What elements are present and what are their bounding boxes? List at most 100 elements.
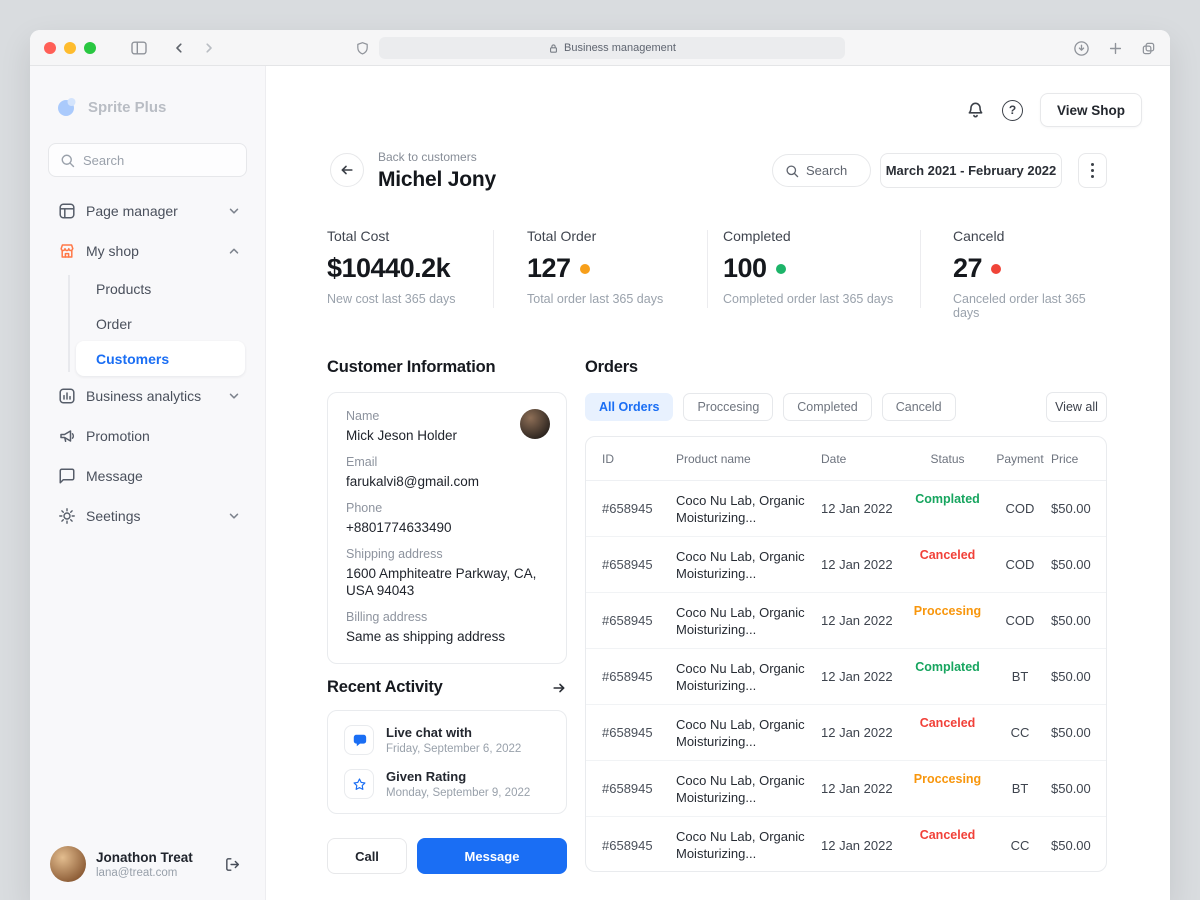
tab-canceled[interactable]: Canceld — [882, 393, 956, 421]
help-icon[interactable]: ? — [1002, 100, 1023, 121]
field-label: Email — [346, 455, 548, 469]
sidebar-item-message[interactable]: Message — [30, 456, 265, 496]
page-header: Back to customers Michel Jony — [378, 150, 496, 192]
orders-table: ID Product name Date Status Payment Pric… — [585, 436, 1107, 872]
col-date: Date — [821, 452, 906, 466]
order-status: Canceled — [906, 716, 989, 730]
sidebar-item-label: Promotion — [86, 428, 150, 444]
order-payment: BT — [989, 669, 1051, 684]
stat-total-order: Total Order 127 Total order last 365 day… — [527, 228, 663, 306]
traffic-lights — [44, 42, 96, 54]
avatar — [50, 846, 86, 882]
chevron-down-icon — [227, 389, 241, 403]
user-profile[interactable]: Jonathon Treat lana@treat.com — [30, 830, 265, 900]
back-button[interactable] — [330, 153, 364, 187]
downloads-icon[interactable] — [1073, 40, 1090, 57]
close-window-button[interactable] — [44, 42, 56, 54]
sidebar-search-input[interactable] — [83, 153, 235, 168]
new-tab-icon[interactable] — [1108, 41, 1123, 56]
breadcrumb: Back to customers — [378, 150, 496, 164]
sidebar-search[interactable] — [48, 143, 247, 177]
col-id: ID — [602, 452, 676, 466]
table-row: #658945 Coco Nu Lab, Organic Moisturizin… — [586, 705, 1106, 761]
sidebar-item-business-analytics[interactable]: Business analytics — [30, 376, 265, 416]
orders-filter-tabs: All Orders Proccesing Completed Canceld — [585, 393, 956, 421]
order-payment: BT — [989, 781, 1051, 796]
tab-overview-icon[interactable] — [1141, 41, 1156, 56]
chat-icon — [344, 725, 374, 755]
logo-icon — [56, 96, 78, 118]
order-status: Complated — [906, 492, 989, 506]
stat-label: Total Order — [527, 228, 663, 244]
shield-icon[interactable] — [355, 41, 370, 56]
stat-total-cost: Total Cost $10440.2k New cost last 365 d… — [327, 228, 456, 306]
message-button[interactable]: Message — [417, 838, 567, 874]
order-price: $50.00 — [1051, 557, 1091, 572]
table-row: #658945 Coco Nu Lab, Organic Moisturizin… — [586, 761, 1106, 817]
top-actions: ? View Shop — [966, 93, 1142, 127]
col-status: Status — [906, 452, 989, 466]
sidebar-toggle-icon[interactable] — [130, 39, 148, 57]
table-header: ID Product name Date Status Payment Pric… — [586, 437, 1106, 481]
chevron-down-icon — [227, 509, 241, 523]
sidebar-item-settings[interactable]: Seetings — [30, 496, 265, 536]
sidebar-item-my-shop[interactable]: My shop — [30, 231, 265, 271]
call-button[interactable]: Call — [327, 838, 407, 874]
field-value: Mick Jeson Holder — [346, 427, 548, 444]
page-title: Michel Jony — [378, 168, 496, 192]
divider — [493, 230, 494, 308]
browser-back-icon[interactable] — [172, 41, 186, 55]
sidebar-nav: Page manager My shop Pro — [30, 191, 265, 536]
sidebar-item-page-manager[interactable]: Page manager — [30, 191, 265, 231]
view-all-button[interactable]: View all — [1046, 392, 1107, 422]
activity-item[interactable]: Given Rating Monday, September 9, 2022 — [344, 769, 550, 799]
order-product: Coco Nu Lab, Organic Moisturizing... — [676, 660, 821, 694]
order-id: #658945 — [602, 669, 676, 684]
gear-icon — [58, 507, 76, 525]
zoom-window-button[interactable] — [84, 42, 96, 54]
activity-text: Given Rating Monday, September 9, 2022 — [386, 769, 530, 799]
tab-processing[interactable]: Proccesing — [683, 393, 773, 421]
address-bar[interactable]: Business management — [379, 37, 845, 59]
sidebar-item-promotion[interactable]: Promotion — [30, 416, 265, 456]
field-label: Name — [346, 409, 548, 423]
activity-item[interactable]: Live chat with Friday, September 6, 2022 — [344, 725, 550, 755]
field-email: Email farukalvi8@gmail.com — [346, 455, 548, 490]
tab-completed[interactable]: Completed — [783, 393, 871, 421]
customer-info-heading: Customer Information — [327, 358, 495, 377]
minimize-window-button[interactable] — [64, 42, 76, 54]
header-search-input[interactable] — [806, 163, 858, 178]
url-text: Business management — [564, 42, 676, 54]
table-row: #658945 Coco Nu Lab, Organic Moisturizin… — [586, 537, 1106, 593]
order-price: $50.00 — [1051, 613, 1091, 628]
sidebar-item-products[interactable]: Products — [30, 271, 265, 306]
more-options-button[interactable] — [1078, 153, 1107, 188]
sidebar-item-customers[interactable]: Customers — [76, 341, 245, 376]
user-name: Jonathon Treat — [96, 850, 193, 865]
stat-label: Canceld — [953, 228, 1107, 244]
activity-date: Friday, September 6, 2022 — [386, 743, 521, 755]
order-id: #658945 — [602, 838, 676, 853]
logo-text: Sprite Plus — [88, 99, 166, 116]
view-shop-button[interactable]: View Shop — [1040, 93, 1142, 127]
sidebar-item-order[interactable]: Order — [30, 306, 265, 341]
order-status: Canceled — [906, 828, 989, 842]
green-dot-icon — [776, 264, 786, 274]
logout-icon[interactable] — [224, 856, 241, 873]
browser-forward-icon[interactable] — [202, 41, 216, 55]
bell-icon[interactable] — [966, 101, 985, 120]
arrow-right-icon[interactable] — [551, 680, 567, 696]
divider — [920, 230, 921, 308]
main-content: ? View Shop Back to customers Michel Jon… — [266, 66, 1170, 900]
field-phone: Phone +8801774633490 — [346, 501, 548, 536]
order-date: 12 Jan 2022 — [821, 781, 906, 796]
header-search[interactable] — [772, 154, 871, 187]
date-range-button[interactable]: March 2021 - February 2022 — [880, 153, 1062, 188]
field-label: Shipping address — [346, 547, 548, 561]
sidebar-item-label: Products — [96, 281, 151, 297]
browser-window: Business management Sprite Plus — [30, 30, 1170, 900]
stat-label: Total Cost — [327, 228, 456, 244]
order-product: Coco Nu Lab, Organic Moisturizing... — [676, 492, 821, 526]
tab-all-orders[interactable]: All Orders — [585, 393, 673, 421]
order-status: Proccesing — [906, 772, 989, 786]
